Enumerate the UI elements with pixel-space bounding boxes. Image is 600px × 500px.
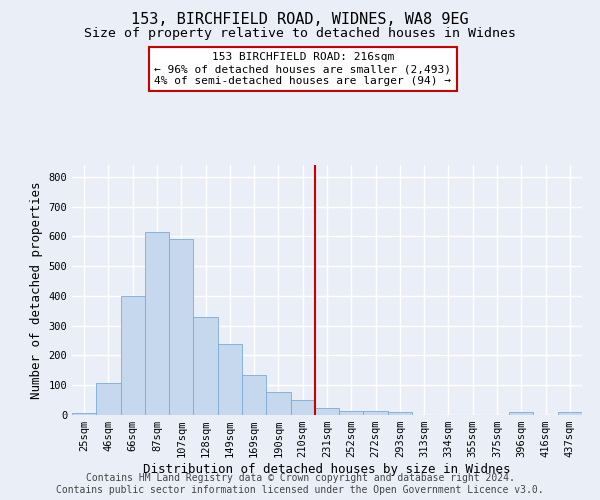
Bar [509,412,533,415]
Bar [315,408,339,415]
Bar [72,412,96,415]
Text: 153 BIRCHFIELD ROAD: 216sqm
← 96% of detached houses are smaller (2,493)
4% of s: 153 BIRCHFIELD ROAD: 216sqm ← 96% of det… [155,52,452,86]
Bar [388,412,412,415]
Bar [290,400,315,415]
Bar [266,392,290,415]
Bar [218,344,242,415]
Text: Size of property relative to detached houses in Widnes: Size of property relative to detached ho… [84,28,516,40]
Y-axis label: Number of detached properties: Number of detached properties [30,181,43,399]
Text: Contains HM Land Registry data © Crown copyright and database right 2024.
Contai: Contains HM Land Registry data © Crown c… [56,474,544,495]
Bar [96,383,121,415]
Bar [145,232,169,415]
Bar [558,412,582,415]
Bar [242,375,266,415]
Bar [193,317,218,415]
Bar [364,410,388,415]
Text: 153, BIRCHFIELD ROAD, WIDNES, WA8 9EG: 153, BIRCHFIELD ROAD, WIDNES, WA8 9EG [131,12,469,28]
Bar [169,240,193,415]
Bar [121,296,145,415]
Bar [339,410,364,415]
X-axis label: Distribution of detached houses by size in Widnes: Distribution of detached houses by size … [143,463,511,476]
